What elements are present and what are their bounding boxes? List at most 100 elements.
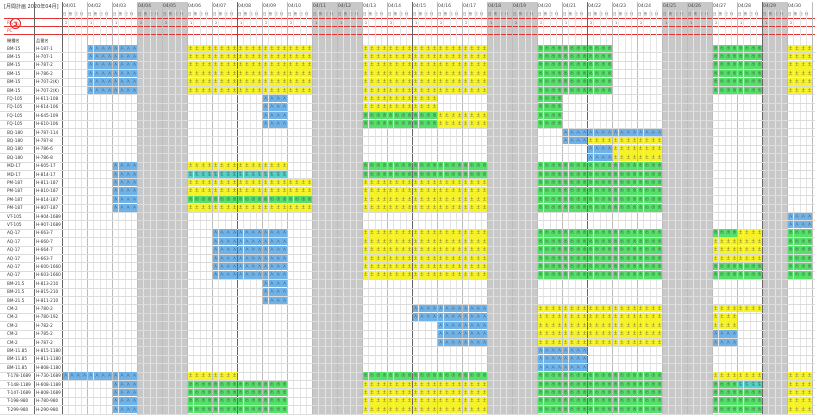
schedule-cell[interactable]: 土 [368, 262, 375, 271]
schedule-cell[interactable]: 出 [618, 246, 625, 254]
schedule-cell[interactable]: 出 [637, 178, 644, 187]
schedule-cell[interactable]: 出 [593, 78, 600, 86]
schedule-cell[interactable]: 出 [718, 229, 725, 237]
schedule-cell[interactable]: 土 [387, 78, 394, 86]
schedule-cell[interactable]: 生 [187, 170, 194, 179]
schedule-cell[interactable]: 土 [406, 178, 412, 187]
schedule-cell[interactable]: 入 [462, 338, 469, 347]
schedule-cell[interactable]: 土 [437, 254, 444, 263]
schedule-cell[interactable]: 土 [262, 44, 269, 53]
schedule-cell[interactable]: 出 [575, 262, 581, 271]
schedule-cell[interactable]: 土 [462, 78, 469, 86]
schedule-cell[interactable]: 土 [375, 246, 381, 254]
schedule-cell[interactable]: 出 [631, 405, 637, 414]
schedule-cell[interactable]: 入 [481, 321, 487, 330]
schedule-cell[interactable]: 土 [468, 388, 475, 397]
schedule-cell[interactable]: 土 [656, 313, 662, 321]
schedule-cell[interactable]: 入 [81, 372, 87, 380]
schedule-cell[interactable]: 土 [300, 69, 306, 78]
schedule-cell[interactable]: 出 [643, 162, 650, 170]
schedule-cell[interactable]: 入 [243, 237, 250, 246]
schedule-cell[interactable]: 土 [406, 405, 412, 414]
schedule-cell[interactable]: 出 [568, 254, 575, 263]
schedule-cell[interactable]: 土 [787, 397, 794, 405]
schedule-cell[interactable]: 入 [268, 94, 275, 103]
schedule-cell[interactable]: 入 [131, 86, 137, 95]
schedule-cell[interactable]: 土 [375, 178, 381, 187]
schedule-cell[interactable]: 土 [406, 237, 412, 246]
schedule-cell[interactable]: 土 [618, 153, 625, 162]
schedule-cell[interactable]: 出 [643, 170, 650, 179]
schedule-cell[interactable]: 土 [600, 136, 606, 145]
schedule-cell[interactable]: 入 [106, 61, 112, 69]
schedule-cell[interactable]: 出 [381, 120, 387, 128]
schedule-cell[interactable]: 入 [225, 237, 231, 246]
schedule-cell[interactable]: 土 [287, 86, 294, 95]
schedule-cell[interactable]: 入 [262, 296, 269, 305]
schedule-cell[interactable]: 土 [543, 321, 550, 330]
schedule-cell[interactable]: 土 [200, 162, 206, 170]
schedule-cell[interactable]: 土 [306, 78, 312, 86]
schedule-cell[interactable]: 入 [118, 204, 125, 212]
schedule-cell[interactable]: 土 [381, 246, 387, 254]
schedule-cell[interactable]: 土 [400, 178, 406, 187]
schedule-cell[interactable]: 土 [368, 94, 375, 103]
schedule-cell[interactable]: 土 [293, 61, 300, 69]
schedule-cell[interactable]: 土 [437, 397, 444, 405]
schedule-cell[interactable]: 土 [806, 397, 812, 405]
schedule-cell[interactable]: 土 [425, 229, 431, 237]
schedule-cell[interactable]: 出 [581, 388, 587, 397]
schedule-cell[interactable]: 土 [262, 187, 269, 195]
schedule-cell[interactable]: 出 [587, 44, 594, 53]
schedule-cell[interactable]: 土 [750, 254, 756, 263]
schedule-cell[interactable]: 土 [450, 120, 456, 128]
schedule-cell[interactable]: 出 [437, 372, 444, 380]
schedule-cell[interactable]: 土 [475, 44, 481, 53]
schedule-cell[interactable]: 出 [606, 44, 612, 53]
schedule-cell[interactable]: 土 [581, 321, 587, 330]
schedule-cell[interactable]: 入 [275, 262, 281, 271]
schedule-cell[interactable]: 土 [612, 321, 619, 330]
schedule-cell[interactable]: 土 [381, 229, 387, 237]
schedule-cell[interactable]: 出 [556, 204, 562, 212]
schedule-cell[interactable]: 出 [631, 229, 637, 237]
schedule-cell[interactable]: 出 [593, 61, 600, 69]
schedule-cell[interactable]: 出 [600, 52, 606, 61]
schedule-cell[interactable]: 土 [643, 304, 650, 313]
schedule-cell[interactable]: 入 [450, 304, 456, 313]
schedule-cell[interactable]: 出 [537, 52, 544, 61]
schedule-cell[interactable]: 出 [718, 52, 725, 61]
schedule-cell[interactable]: 入 [118, 195, 125, 204]
schedule-cell[interactable]: 土 [643, 321, 650, 330]
schedule-cell[interactable]: 出 [637, 388, 644, 397]
schedule-cell[interactable]: 入 [275, 288, 281, 296]
schedule-cell[interactable]: 土 [250, 52, 256, 61]
schedule-cell[interactable]: 出 [393, 170, 400, 179]
schedule-cell[interactable]: 土 [750, 304, 756, 313]
schedule-cell[interactable]: 入 [231, 246, 237, 254]
schedule-cell[interactable]: 出 [262, 405, 269, 414]
schedule-cell[interactable]: 出 [750, 388, 756, 397]
schedule-cell[interactable]: 土 [200, 86, 206, 95]
schedule-cell[interactable]: 出 [756, 44, 762, 53]
schedule-cell[interactable]: 土 [437, 61, 444, 69]
schedule-cell[interactable]: 土 [206, 78, 212, 86]
schedule-cell[interactable]: 土 [793, 372, 800, 380]
schedule-cell[interactable]: 入 [431, 304, 437, 313]
schedule-cell[interactable]: 土 [462, 111, 469, 120]
schedule-cell[interactable]: 土 [206, 52, 212, 61]
schedule-cell[interactable]: 出 [281, 388, 287, 397]
schedule-cell[interactable]: 出 [568, 262, 575, 271]
schedule-cell[interactable]: 入 [268, 296, 275, 305]
schedule-cell[interactable]: 出 [393, 162, 400, 170]
schedule-cell[interactable]: 土 [431, 178, 437, 187]
schedule-cell[interactable]: 入 [112, 187, 119, 195]
schedule-cell[interactable]: 出 [600, 204, 606, 212]
schedule-cell[interactable]: 土 [406, 44, 412, 53]
schedule-cell[interactable]: 土 [468, 405, 475, 414]
schedule-cell[interactable]: 土 [437, 78, 444, 86]
schedule-cell[interactable]: 出 [562, 44, 569, 53]
schedule-cell[interactable]: 土 [231, 187, 237, 195]
schedule-cell[interactable]: 土 [375, 380, 381, 389]
schedule-cell[interactable]: 土 [481, 111, 487, 120]
